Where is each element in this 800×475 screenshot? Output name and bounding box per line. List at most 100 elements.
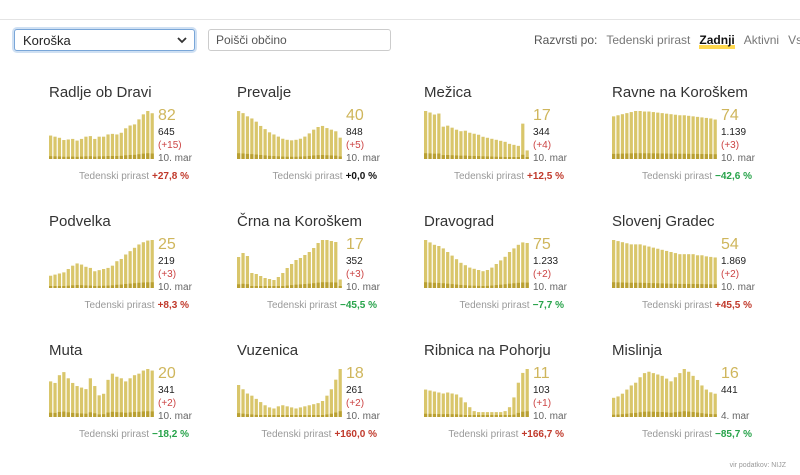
total-cases: 441 [721,385,738,396]
chart-bar [320,125,325,159]
chart-bar-new-cases [620,153,625,159]
chart-bar-new-cases [325,282,329,288]
chart-bar [647,371,651,417]
chart-bar-new-cases [709,284,713,288]
chart-bar [691,116,695,159]
chart-bar [687,115,691,159]
chart-bar-new-cases [53,286,57,288]
chart-bar-new-cases [695,284,700,288]
weekly-growth-label: Tedenski prirast [84,300,155,311]
municipality-card[interactable]: Muta 20 341 (+2) 10. mar Tedenski prirast −18,… [49,342,229,457]
chart-bar-new-cases [263,155,267,159]
municipality-card[interactable]: Dravograd 75 1.233 (+2) 10. mar Tedenski prir… [424,213,604,328]
chart-bar [656,374,660,417]
chart-bar-new-cases [307,415,311,417]
chart-bar [490,412,494,417]
chart-bar-new-cases [141,153,145,159]
chart-bar [525,243,529,288]
weekly-growth: Tedenski prirast −45,5 % [267,300,377,311]
chart-bar-new-cases [691,153,695,159]
chart-bar-new-cases [303,156,307,159]
chart-bar-new-cases [128,154,132,159]
chart-bar [620,242,625,288]
municipality-card[interactable]: Mežica 17 344 (+4) 10. mar Tedenski prirast +1… [424,84,604,199]
total-cases: 103 [533,385,550,396]
chart-bar [254,121,258,159]
chart-bar-new-cases [79,413,84,417]
chart-bar [84,389,88,417]
chart-bar-new-cases [503,156,507,159]
chart-bar [446,392,450,417]
chart-bar-new-cases [704,413,708,417]
municipality-name: Prevalje [237,84,292,101]
chart-bar-new-cases [450,284,454,288]
search-input[interactable] [208,29,391,51]
sort-option-all[interactable]: Vsi [788,33,800,47]
chart-bar [642,111,647,159]
chart-bar [521,123,525,159]
chart-bar [320,401,325,417]
chart-bar-new-cases [272,156,276,159]
municipality-card[interactable]: Slovenj Gradec 54 1.869 (+2) 10. mar Tedenski… [612,213,792,328]
chart-bar-new-cases [507,157,512,159]
weekly-growth-label: Tedenski prirast [459,300,530,311]
daily-delta: (+3) [158,269,177,280]
chart-bar [334,379,338,417]
sort-option-latest[interactable]: Zadnji [699,33,735,49]
chart-bar-new-cases [503,284,507,288]
last-update-date: 10. mar [533,153,567,164]
chart-bar-new-cases [673,283,678,288]
municipality-name: Mežica [424,84,472,101]
chart-bar-new-cases [71,412,75,417]
chart-bar-new-cases [254,154,258,159]
chart-bar [294,260,298,288]
chart-bar-new-cases [102,285,106,288]
chart-bar [62,372,66,417]
chevron-down-icon [177,37,187,44]
municipality-card[interactable]: Ribnica na Pohorju 11 103 (+1) 10. mar Tedens… [424,342,604,457]
total-cases: 341 [158,385,175,396]
chart-bar-new-cases [338,286,342,288]
chart-bar-new-cases [490,415,494,417]
last-update-date: 10. mar [158,153,192,164]
chart-bar-new-cases [459,155,463,159]
chart-bar-new-cases [272,286,276,288]
sort-option-weekly-growth[interactable]: Tedenski prirast [606,33,691,47]
active-cases: 18 [346,365,364,382]
chart-bar [294,408,298,417]
chart-bar [428,390,432,417]
chart-bar [485,412,490,417]
municipality-card[interactable]: Prevalje 40 848 (+5) 10. mar Tedenski prirast… [237,84,417,199]
region-select[interactable]: Koroška [14,29,195,51]
chart-bar [137,373,141,417]
chart-bar-new-cases [485,415,490,417]
municipality-card[interactable]: Mislinja 16 441 4. mar Tedenski prirast −85,7… [612,342,792,457]
chart-bar-new-cases [454,284,459,288]
chart-bar [75,263,79,288]
chart-bar-new-cases [428,413,432,417]
chart-bar-new-cases [468,155,472,159]
chart-bar [66,269,70,288]
active-cases: 11 [533,365,550,382]
municipality-card[interactable]: Ravne na Koroškem 74 1.139 (+3) 10. mar Teden… [612,84,792,199]
municipality-card[interactable]: Podvelka 25 219 (+3) 10. mar Tedenski prirast… [49,213,229,328]
chart-bar-new-cases [241,413,245,417]
chart-bar [66,378,70,417]
chart-bar-new-cases [66,156,70,159]
chart-bar [303,406,307,417]
chart-bar [106,267,110,288]
chart-bar-new-cases [53,412,57,417]
municipality-card[interactable]: Črna na Koroškem 17 352 (+3) 10. mar Tedenski… [237,213,417,328]
chart-bar-new-cases [634,412,638,417]
chart-bar-new-cases [137,154,141,159]
chart-bar-new-cases [450,155,454,159]
chart-bar [146,240,150,288]
chart-bar [620,114,625,159]
chart-bar [516,145,520,159]
chart-bar-new-cases [642,411,647,417]
weekly-growth: Tedenski prirast −85,7 % [642,429,752,440]
daily-delta: (+5) [346,140,365,151]
sort-option-active[interactable]: Aktivni [743,33,780,47]
municipality-card[interactable]: Vuzenica 18 261 (+2) 10. mar Tedenski prirast… [237,342,417,457]
municipality-card[interactable]: Radlje ob Dravi 82 645 (+15) 10. mar Tedenski… [49,84,229,199]
